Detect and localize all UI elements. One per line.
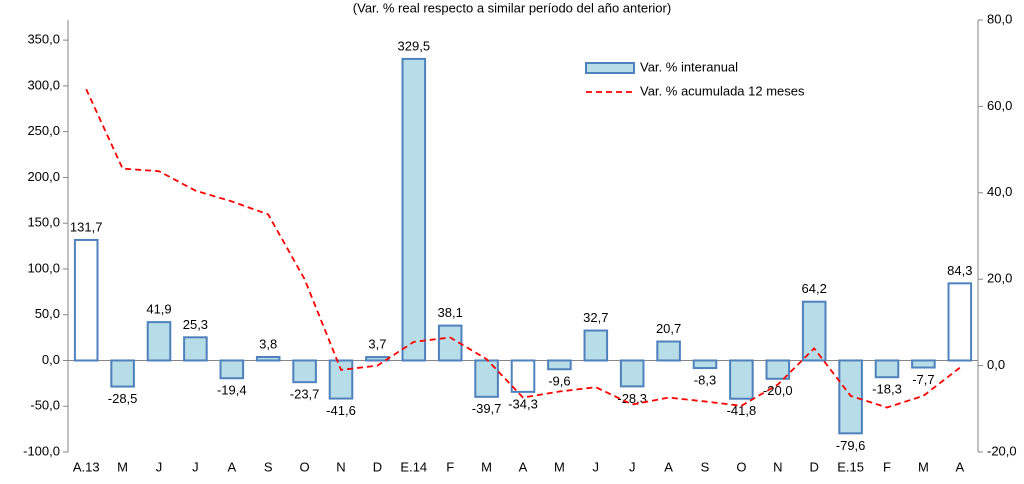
bar [547,359,572,371]
data-label: -8,3 [694,373,716,388]
y2-tick-label: 60,0 [987,98,1012,113]
bar [765,359,791,380]
data-label: 84,3 [947,263,972,278]
data-label: 25,3 [183,317,208,332]
x-tick-label: J [629,459,636,474]
y-tick-label: 150,0 [27,215,60,230]
data-label: 3,7 [368,337,386,352]
bar [292,359,317,384]
y2-tick-label: 40,0 [987,184,1012,199]
bar [183,336,208,362]
x-tick-label: D [810,459,819,474]
data-label: -7,7 [912,372,934,387]
x-tick-label: A [227,459,236,474]
bar [874,359,900,379]
x-tick-label: N [773,459,782,474]
bar [401,57,427,362]
y2-tick-label: 0,0 [987,357,1005,372]
legend-label: Var. % interanual [640,59,738,74]
bar [838,359,863,435]
data-label: -39,7 [472,401,502,416]
bar [510,359,536,393]
x-tick-label: O [300,459,310,474]
y-tick-label: 250,0 [27,123,60,138]
bar [911,359,936,369]
bar [583,329,609,362]
data-label: 20,7 [656,321,681,336]
bar [219,359,245,380]
bar [656,340,681,362]
line-series [85,88,961,409]
bar [729,359,754,400]
y-tick-label: 0,0 [42,352,60,367]
y2-tick-label: 20,0 [987,271,1012,286]
data-label: -18,3 [872,382,902,397]
data-label: -19,4 [217,383,247,398]
x-tick-label: O [736,459,746,474]
y2-tick-label: -20,0 [987,443,1017,458]
x-tick-label: M [554,459,565,474]
x-tick-label: F [446,459,454,474]
bar [437,324,463,362]
y-tick-label: -100,0 [23,443,60,458]
x-tick-label: S [264,459,273,474]
data-label: -41,6 [326,403,356,418]
y-tick-label: -50,0 [30,398,60,413]
data-label: 329,5 [398,38,431,53]
bar [146,321,172,362]
bar [619,359,645,388]
x-tick-label: A [664,459,673,474]
data-label: -20,0 [763,383,793,398]
y-tick-label: 100,0 [27,260,60,275]
x-tick-label: A [955,459,964,474]
data-label: 41,9 [146,302,171,317]
x-tick-label: E.15 [837,459,864,474]
data-label: -23,7 [290,387,320,402]
x-tick-label: M [918,459,929,474]
data-label: -28,5 [108,391,138,406]
legend-label: Var. % acumulada 12 meses [640,83,805,98]
y2-tick-label: 80,0 [987,11,1012,26]
bar [692,359,718,370]
x-tick-label: M [117,459,128,474]
data-label: 3,8 [259,336,277,351]
data-label: 131,7 [70,219,103,234]
bar [110,359,135,388]
x-tick-label: E.14 [400,459,427,474]
x-tick-label: N [336,459,345,474]
data-label: -41,8 [727,403,757,418]
data-label: 38,1 [438,305,463,320]
x-tick-label: J [192,459,199,474]
data-label: -9,6 [548,374,570,389]
bar [947,282,973,362]
x-tick-label: M [481,459,492,474]
y-tick-label: 200,0 [27,169,60,184]
x-tick-label: D [373,459,382,474]
bar [801,300,827,362]
data-label: 64,2 [802,281,827,296]
data-label: -28,3 [617,391,647,406]
chart-subtitle: (Var. % real respecto a similar período … [353,0,671,15]
bar [73,238,99,362]
x-tick-label: A [519,459,528,474]
data-label: -79,6 [836,438,866,453]
x-tick-label: A.13 [73,459,100,474]
legend-swatch [585,62,635,74]
x-tick-label: S [701,459,710,474]
data-label: 32,7 [583,310,608,325]
x-tick-label: F [883,459,891,474]
bar [328,359,354,400]
y-tick-label: 350,0 [27,32,60,47]
x-tick-label: J [593,459,600,474]
y-tick-label: 50,0 [35,306,60,321]
y-tick-label: 300,0 [27,77,60,92]
bar [474,359,499,398]
bar [255,355,281,362]
data-label: -34,3 [508,396,538,411]
x-tick-label: J [156,459,163,474]
